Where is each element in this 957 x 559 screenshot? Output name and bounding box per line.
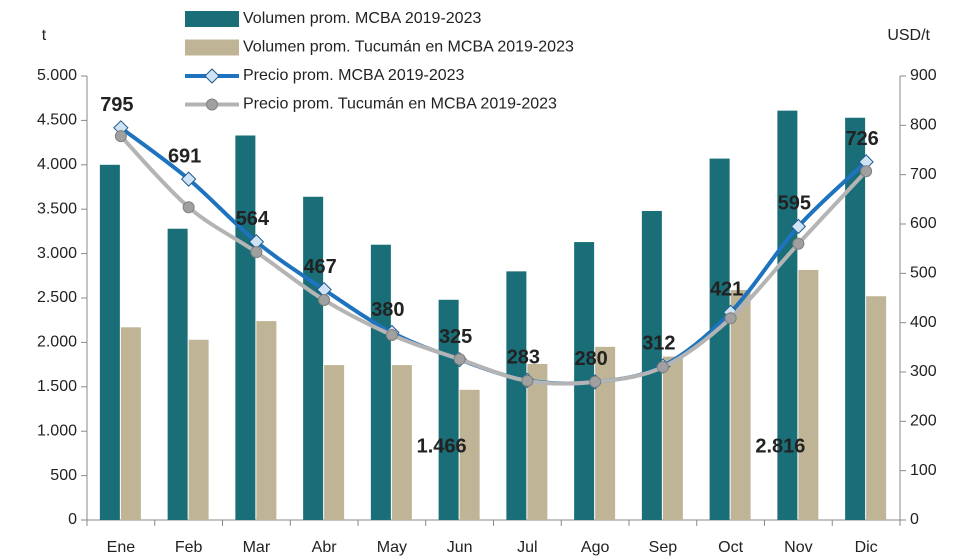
legend-label: Precio prom. MCBA 2019-2023	[243, 67, 465, 84]
y2-tick-label: 700	[910, 166, 937, 183]
bar	[662, 356, 683, 520]
y-tick-label: 4.500	[37, 112, 77, 129]
legend-marker	[206, 98, 218, 111]
marker	[792, 237, 805, 250]
y-tick-label: 1.500	[37, 378, 77, 395]
bar	[167, 228, 188, 520]
x-tick-label: Nov	[784, 539, 812, 556]
y2-tick-label: 600	[910, 215, 937, 232]
line-value-label: 283	[507, 347, 540, 369]
legend-label: Volumen prom. MCBA 2019-2023	[243, 10, 481, 27]
y-tick-label: 500	[50, 467, 77, 484]
line-value-label: 421	[710, 279, 743, 301]
y2-axis-label: USD/t	[887, 27, 930, 44]
bar	[370, 244, 391, 520]
y2-tick-label: 0	[910, 511, 919, 528]
y2-tick-label: 100	[910, 462, 937, 479]
line	[119, 134, 868, 386]
line-value-label: 795	[100, 94, 133, 116]
marker	[860, 165, 873, 178]
marker	[724, 312, 737, 325]
legend-swatch	[185, 39, 239, 56]
y-tick-label: 5.000	[37, 67, 77, 84]
bar	[459, 389, 480, 520]
marker	[453, 353, 466, 366]
bar	[798, 269, 819, 520]
marker	[521, 374, 534, 387]
bar	[391, 365, 412, 520]
line-value-label: 280	[574, 348, 607, 370]
bar	[324, 365, 345, 520]
marker	[385, 329, 398, 341]
line-value-label: 380	[371, 299, 404, 321]
x-tick-label: Dic	[855, 539, 878, 556]
line-value-label: 564	[236, 208, 270, 230]
y-axis-label: t	[42, 27, 47, 44]
y2-tick-label: 900	[910, 67, 937, 84]
legend-label: Precio prom. Tucumán en MCBA 2019-2023	[243, 96, 557, 113]
bar	[256, 321, 277, 520]
x-tick-label: Abr	[312, 539, 338, 556]
marker	[589, 375, 602, 388]
x-tick-label: Oct	[718, 539, 743, 556]
bar	[845, 117, 866, 521]
marker	[318, 293, 331, 306]
marker	[656, 361, 669, 374]
bar	[188, 339, 209, 520]
bar	[641, 210, 662, 520]
y2-tick-label: 200	[910, 413, 937, 430]
x-tick-label: Jul	[517, 539, 537, 556]
bar-value-label: 2.816	[755, 435, 805, 457]
legend-label: Volumen prom. Tucumán en MCBA 2019-2023	[243, 39, 574, 56]
y-tick-label: 2.000	[37, 334, 77, 351]
y2-tick-label: 800	[910, 117, 937, 134]
bar	[120, 327, 141, 520]
bar	[506, 271, 527, 520]
bar	[303, 196, 324, 520]
marker	[180, 171, 197, 187]
y-tick-label: 0	[68, 511, 77, 528]
marker	[114, 130, 127, 143]
x-tick-label: Jun	[447, 539, 473, 556]
y-tick-label: 2.500	[37, 289, 77, 306]
x-tick-label: Feb	[175, 539, 203, 556]
line-value-label: 312	[642, 332, 675, 354]
line-value-label: 325	[439, 326, 472, 348]
bar	[235, 135, 256, 520]
bar	[866, 296, 887, 520]
x-tick-label: Mar	[243, 539, 271, 556]
bar	[99, 164, 120, 521]
legend-marker	[204, 68, 220, 84]
x-tick-label: Ago	[581, 539, 610, 556]
bar	[595, 346, 616, 520]
legend-swatch	[185, 11, 239, 27]
line-value-label: 467	[303, 256, 336, 278]
bar	[777, 110, 798, 520]
marker	[250, 246, 263, 259]
line-value-label: 726	[845, 128, 878, 150]
x-tick-label: May	[377, 539, 407, 556]
line	[119, 126, 868, 386]
line-value-label: 691	[168, 145, 201, 167]
bar-value-label: 1.466	[417, 435, 467, 457]
x-tick-label: Sep	[649, 539, 678, 556]
marker	[790, 218, 807, 235]
marker	[182, 201, 195, 214]
y2-tick-label: 300	[910, 363, 937, 380]
x-tick-label: Ene	[107, 539, 136, 556]
y-tick-label: 4.000	[37, 156, 77, 173]
y-tick-label: 3.000	[37, 245, 77, 262]
bar	[730, 290, 751, 520]
bar	[527, 363, 548, 520]
y-tick-label: 3.500	[37, 200, 77, 217]
y2-tick-label: 500	[910, 265, 937, 282]
y2-tick-label: 400	[910, 314, 937, 331]
bar	[709, 158, 730, 521]
y-tick-label: 1.000	[37, 422, 77, 439]
line-value-label: 595	[778, 193, 811, 215]
